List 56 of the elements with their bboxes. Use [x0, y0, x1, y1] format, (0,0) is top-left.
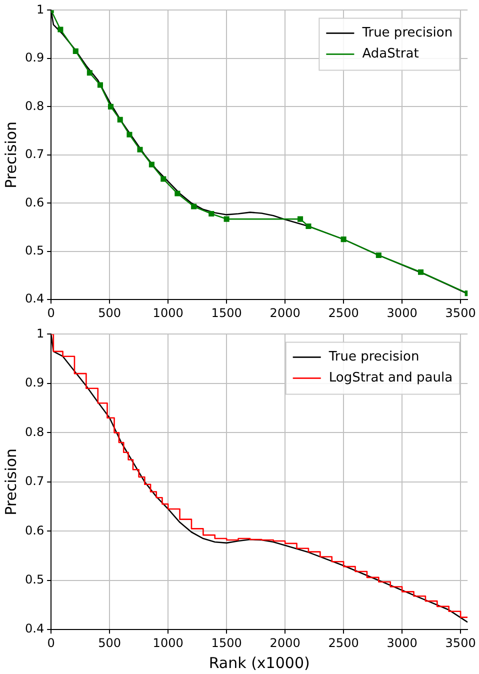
y-tick-label: 0.7: [24, 147, 44, 162]
point: [137, 146, 143, 152]
legend-label: True precision: [328, 350, 420, 365]
point: [418, 269, 424, 275]
x-tick-label: 2000: [270, 306, 300, 320]
y-tick-label: 1: [36, 2, 44, 16]
point: [191, 204, 197, 210]
x-tick-label: 2000: [270, 636, 300, 650]
y-tick-label: 1: [36, 326, 44, 340]
y-tick-label: 0.5: [24, 572, 44, 586]
point: [117, 116, 123, 122]
x-tick-label: 1000: [152, 636, 184, 650]
point: [298, 216, 304, 222]
y-tick-label: 0.9: [24, 376, 44, 390]
y-tick-label: 0.7: [24, 474, 44, 488]
x-tick-label: 0: [47, 636, 55, 650]
x-tick-label: 3500: [445, 636, 476, 650]
legend-label: LogStrat and paula: [328, 370, 453, 386]
point: [58, 26, 64, 32]
point: [108, 104, 114, 110]
point: [160, 176, 166, 182]
y-tick-label: 0.5: [24, 243, 44, 258]
x-tick-label: 2500: [328, 306, 359, 320]
point: [97, 82, 103, 88]
point: [72, 48, 78, 54]
x-tick-label: 0: [47, 306, 55, 320]
y-tick-label: 0.4: [24, 292, 44, 306]
point: [208, 210, 214, 217]
point: [86, 70, 92, 76]
legend-label: AdaStrat: [362, 46, 419, 62]
y-axis-title: Precision: [2, 121, 20, 188]
y-tick-label: 0.6: [24, 523, 44, 538]
point: [126, 132, 132, 138]
y-tick-label: 0.8: [24, 424, 44, 439]
point: [174, 190, 180, 196]
point: [376, 252, 382, 258]
x-tick-label: 1500: [211, 636, 242, 650]
y-tick-label: 0.9: [24, 50, 44, 65]
x-tick-label: 1500: [211, 306, 242, 320]
y-tick-label: 0.8: [24, 98, 44, 113]
point: [148, 162, 154, 168]
x-tick-label: 500: [98, 636, 122, 650]
point: [224, 216, 230, 222]
x-tick-label: 3500: [445, 306, 476, 320]
x-tick-label: 1000: [152, 306, 184, 320]
point: [340, 236, 346, 242]
legend-label: True precision: [361, 26, 453, 41]
x-axis-title: Rank (x1000): [208, 654, 310, 672]
y-axis-title: Precision: [2, 448, 20, 516]
x-tick-label: 500: [98, 306, 122, 320]
point: [306, 224, 312, 230]
x-tick-label: 3000: [386, 636, 418, 650]
y-tick-label: 0.4: [24, 622, 44, 636]
y-tick-label: 0.6: [24, 195, 44, 210]
x-tick-label: 3000: [386, 306, 418, 320]
x-tick-label: 2500: [328, 636, 359, 650]
